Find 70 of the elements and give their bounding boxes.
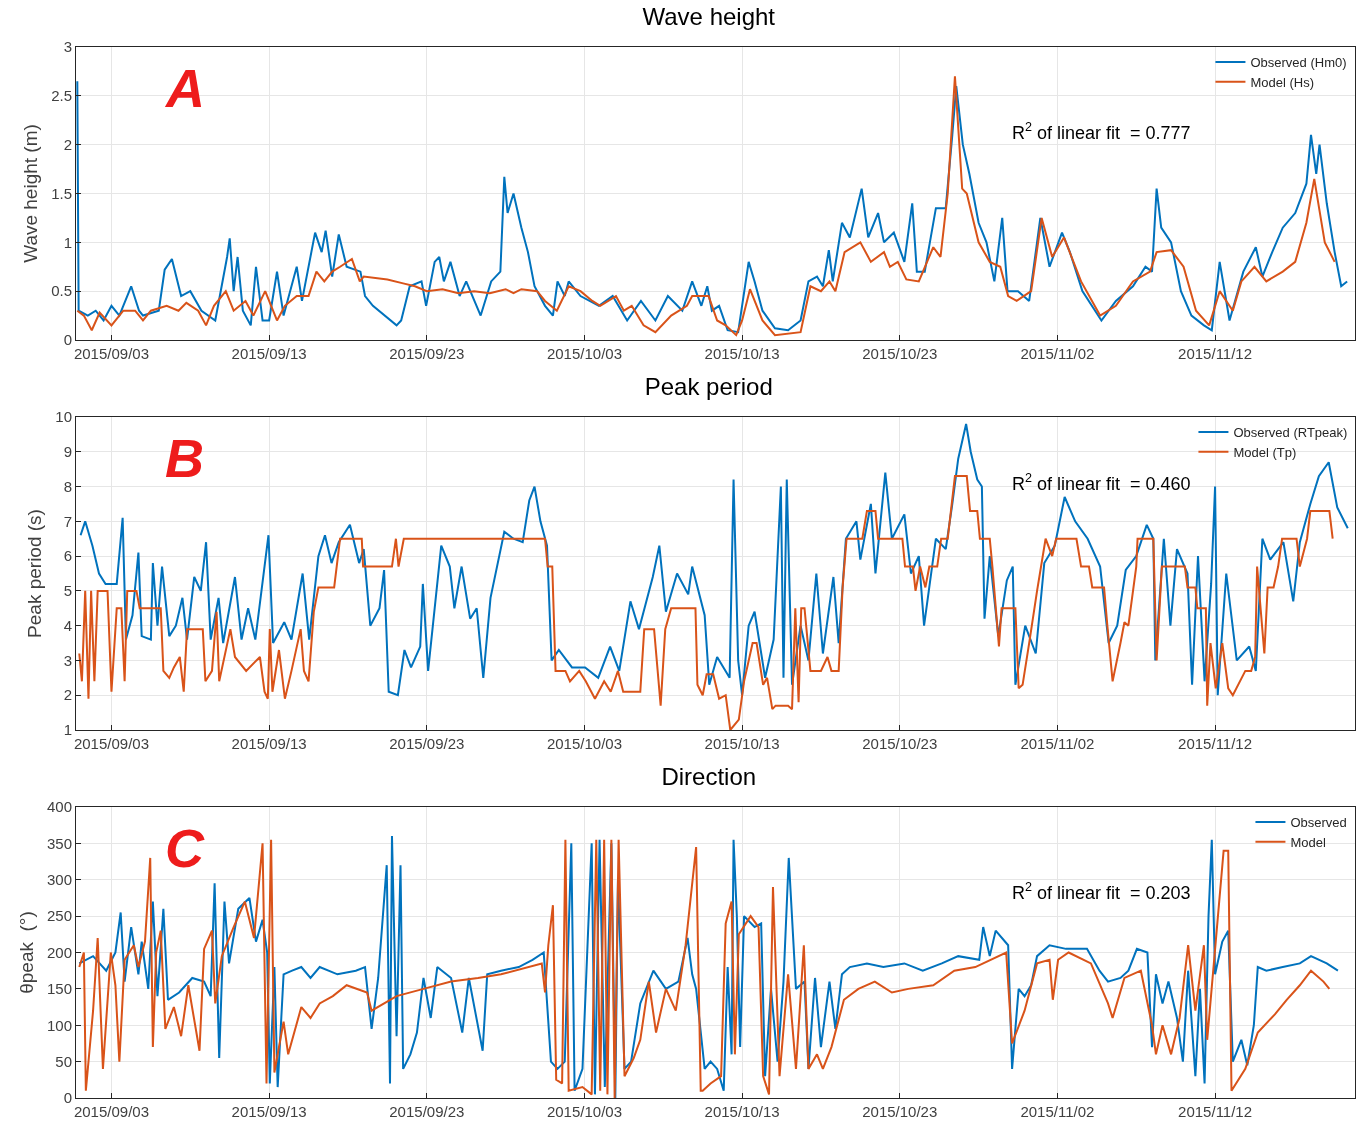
y-tick-label: 3 <box>63 651 72 669</box>
y-tick-label: 10 <box>55 408 72 426</box>
x-tick-label: 2015/10/03 <box>546 1103 622 1120</box>
x-tick-label: 2015/10/23 <box>862 735 938 752</box>
x-tick-label: 2015/09/03 <box>73 345 150 362</box>
y-tick-label: 2.5 <box>51 87 72 105</box>
y-tick-label: 4 <box>63 616 72 634</box>
chart-title: Direction <box>661 762 757 790</box>
y-tick-label: 100 <box>46 1016 72 1034</box>
legend-label: Observed <box>1290 815 1347 831</box>
y-tick-label: 250 <box>46 907 72 925</box>
chart-title: Wave height <box>642 2 776 30</box>
y-tick-label: 2 <box>63 135 72 153</box>
y-tick-label: 3 <box>63 38 72 56</box>
y-tick-label: 2 <box>63 686 72 704</box>
y-tick-label: 1.5 <box>51 184 72 202</box>
legend-label: Model (Tp) <box>1233 444 1297 460</box>
y-axis-title: Wave height (m) <box>19 124 41 263</box>
y-tick-label: 150 <box>46 980 72 998</box>
x-tick-label: 2015/10/03 <box>546 345 622 362</box>
x-tick-label: 2015/11/12 <box>1178 1103 1253 1120</box>
y-axis-title: Peak period (s) <box>24 509 46 638</box>
x-tick-label: 2015/09/13 <box>231 735 307 752</box>
legend-label: Observed (Hm0) <box>1250 55 1347 71</box>
x-tick-label: 2015/10/03 <box>546 735 622 752</box>
y-tick-label: 0.5 <box>51 282 72 300</box>
y-tick-label: 1 <box>63 721 72 739</box>
y-tick-label: 7 <box>63 512 72 530</box>
chart-title: Peak period <box>644 372 773 400</box>
annotation: R$^{2}$ of linear fit = 0.777 <box>1012 120 1191 143</box>
x-tick-label: 2015/09/03 <box>73 1103 150 1120</box>
line-series <box>78 475 1334 730</box>
y-tick-label: 0 <box>63 1089 72 1107</box>
x-tick-label: 2015/11/12 <box>1178 345 1253 362</box>
x-tick-label: 2015/10/23 <box>862 345 938 362</box>
y-tick-label: 350 <box>46 834 72 852</box>
x-tick-label: 2015/10/13 <box>704 345 780 362</box>
line-series <box>79 422 1349 697</box>
y-tick-label: 5 <box>63 582 72 600</box>
y-tick-label: 6 <box>63 547 72 565</box>
annotation: R$^{2}$ of linear fit = 0.203 <box>1012 880 1191 903</box>
x-tick-label: 2015/09/13 <box>231 345 307 362</box>
y-tick-label: 400 <box>46 798 72 816</box>
y-tick-label: 8 <box>63 477 72 495</box>
x-tick-label: 2015/09/23 <box>389 735 465 752</box>
y-tick-label: 1 <box>63 233 72 251</box>
y-tick-label: 200 <box>46 943 72 961</box>
x-tick-label: 2015/11/12 <box>1178 735 1253 752</box>
legend-label: Model (Hs) <box>1250 74 1315 90</box>
x-tick-label: 2015/10/23 <box>862 1103 938 1120</box>
x-tick-label: 2015/09/23 <box>389 1103 465 1120</box>
y-tick-label: 50 <box>55 1052 72 1070</box>
x-tick-label: 2015/11/02 <box>1020 1103 1095 1120</box>
annotation: B <box>165 428 204 488</box>
annotation: C <box>165 818 205 878</box>
x-tick-label: 2015/11/02 <box>1020 345 1095 362</box>
y-tick-label: 300 <box>46 871 72 888</box>
x-tick-label: 2015/11/02 <box>1020 735 1095 752</box>
x-tick-label: 2015/09/03 <box>73 735 150 752</box>
x-tick-label: 2015/10/13 <box>704 735 780 752</box>
annotation: R$^{2}$ of linear fit = 0.460 <box>1012 471 1191 494</box>
legend-label: Model <box>1290 834 1326 850</box>
x-tick-label: 2015/10/13 <box>704 1103 780 1120</box>
y-tick-label: 9 <box>63 443 72 461</box>
y-tick-label: 0 <box>63 331 72 349</box>
x-tick-label: 2015/09/13 <box>231 1103 307 1120</box>
annotation: A <box>164 58 205 118</box>
x-tick-label: 2015/09/23 <box>389 345 465 362</box>
legend-label: Observed (RTpeak) <box>1233 425 1348 441</box>
y-axis-title: θpeak (°) <box>15 911 37 994</box>
